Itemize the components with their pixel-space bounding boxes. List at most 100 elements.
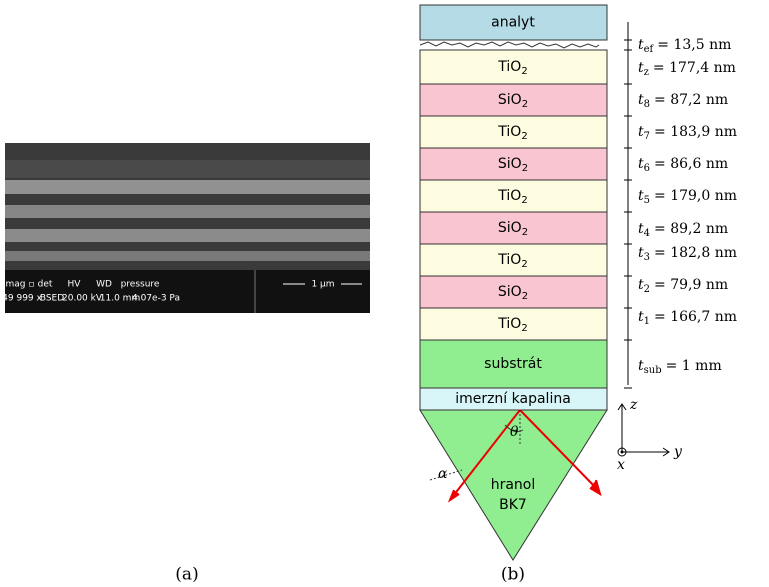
sem-image <box>5 143 370 313</box>
layer-label: imerzní kapalina <box>455 391 571 407</box>
layer-subscript: 2 <box>521 195 527 206</box>
layer-subscript: 2 <box>521 131 527 142</box>
info-value: 4.07e-3 Pa <box>132 294 180 304</box>
info-header: pressure <box>121 280 160 290</box>
info-value: 20.00 kV <box>62 294 103 304</box>
thickness-symbol: t <box>638 156 644 172</box>
thickness-subscript: 6 <box>644 163 650 174</box>
thickness-symbol: t <box>638 277 644 293</box>
prism-label: hranol <box>491 477 536 493</box>
layer-subscript: 2 <box>522 163 528 174</box>
scale-bg <box>305 277 341 291</box>
layer-label: TiO2 <box>497 124 527 142</box>
layer-label: TiO2 <box>497 316 527 334</box>
layer-name: TiO <box>497 59 521 75</box>
axis-label: z <box>629 397 638 413</box>
thickness-subscript: ef <box>644 44 655 55</box>
layer-name: TiO <box>497 188 521 204</box>
axis-label: y <box>673 444 683 460</box>
axes <box>617 403 670 457</box>
thickness-subscript: 5 <box>644 195 650 206</box>
layer-subscript: 2 <box>521 66 527 77</box>
angle-label: α <box>438 466 448 482</box>
thickness-label: t2 = 79,9 nm <box>638 277 728 295</box>
info-value: 11.0 mm <box>100 294 140 304</box>
layer-subscript: 2 <box>522 227 528 238</box>
thickness-symbol: t <box>638 221 644 237</box>
thickness-value: = 166,7 nm <box>654 309 737 325</box>
thickness-symbol: t <box>638 188 644 204</box>
thickness-value: = 79,9 nm <box>654 277 728 293</box>
thickness-symbol: t <box>638 60 644 76</box>
layer-name: SiO <box>498 92 522 108</box>
layer-subscript: 2 <box>521 259 527 270</box>
layer-label: analyt <box>491 15 535 31</box>
info-header: mag ▫ <box>6 280 35 290</box>
layer-label: SiO2 <box>498 220 528 238</box>
layer <box>419 115 608 149</box>
layer-name: TiO <box>497 124 521 140</box>
thickness-label: t8 = 87,2 nm <box>638 92 728 110</box>
layer <box>419 179 608 213</box>
thickness-symbol: t <box>638 309 644 325</box>
thickness-value: = 86,6 nm <box>654 156 728 172</box>
layer <box>419 4 608 41</box>
layer-label: substrát <box>484 356 542 372</box>
thickness-subscript: 7 <box>644 131 650 142</box>
layer <box>419 83 608 117</box>
thickness-subscript: 4 <box>644 228 650 239</box>
layer <box>419 211 608 245</box>
scale-label: 1 µm <box>311 280 334 290</box>
angle-label: θ <box>510 424 519 440</box>
thickness-value: = 13,5 nm <box>657 37 731 53</box>
prism-label: BK7 <box>499 497 527 513</box>
thickness-value: = 177,4 nm <box>653 60 736 76</box>
thickness-symbol: t <box>638 245 644 261</box>
layer <box>419 339 608 389</box>
panel-label: (b) <box>501 565 525 585</box>
thickness-value: = 183,9 nm <box>654 124 737 140</box>
layer-label: TiO2 <box>497 252 527 270</box>
thickness-symbol: t <box>638 124 644 140</box>
layer-subscript: 2 <box>522 291 528 302</box>
thickness-label: t1 = 166,7 nm <box>638 309 737 327</box>
layer-name: SiO <box>498 156 522 172</box>
panel-label: (a) <box>175 565 198 585</box>
layer-name: TiO <box>497 316 521 332</box>
layer-name: imerzní kapalina <box>455 391 571 407</box>
layer-label: SiO2 <box>498 284 528 302</box>
info-value: BSED <box>40 294 64 304</box>
layer <box>419 243 608 277</box>
info-value: 49 999 x <box>2 294 42 304</box>
layer-subscript: 2 <box>521 323 527 334</box>
info-header: WD <box>96 280 112 290</box>
thickness-subscript: 1 <box>644 316 650 327</box>
thickness-symbol: t <box>638 92 644 108</box>
thickness-subscript: 3 <box>644 252 650 263</box>
layer <box>419 275 608 309</box>
thickness-label: tz = 177,4 nm <box>638 60 736 78</box>
thickness-value: = 89,2 nm <box>654 221 728 237</box>
thickness-label: tef = 13,5 nm <box>638 37 731 55</box>
layer-name: SiO <box>498 220 522 236</box>
layer-label: SiO2 <box>498 92 528 110</box>
thickness-subscript: z <box>644 67 649 78</box>
layer-label: SiO2 <box>498 156 528 174</box>
layer-label: TiO2 <box>497 188 527 206</box>
normal <box>429 469 463 481</box>
light-path <box>447 409 602 503</box>
layer-name: analyt <box>491 15 535 31</box>
thickness-label: t4 = 89,2 nm <box>638 221 728 239</box>
thickness-symbol: t <box>638 358 644 374</box>
layer <box>419 147 608 181</box>
prism <box>419 409 608 561</box>
thickness-value: = 1 mm <box>666 358 722 374</box>
info-header: det <box>38 280 53 290</box>
thickness-symbol: t <box>638 37 644 53</box>
layer-name: SiO <box>498 284 522 300</box>
thickness-subscript: 8 <box>644 99 650 110</box>
thickness-label: t6 = 86,6 nm <box>638 156 728 174</box>
layer-subscript: 2 <box>522 99 528 110</box>
